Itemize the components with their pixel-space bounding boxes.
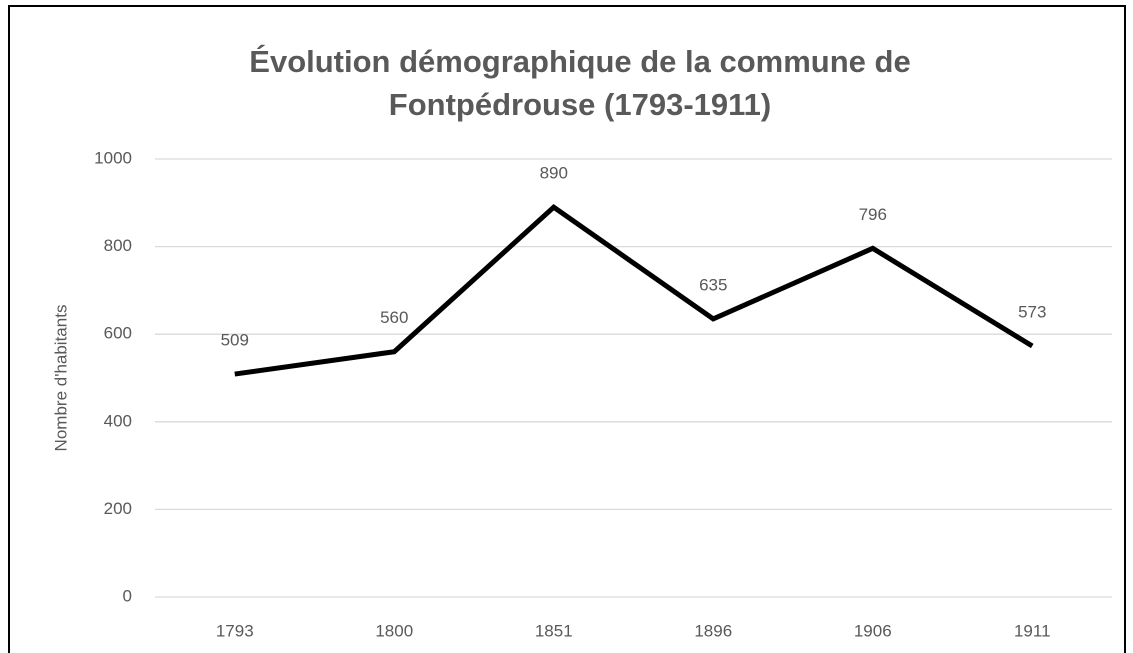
data-label: 890 [540,164,568,183]
y-tick-label: 1000 [94,148,132,167]
x-tick-label: 1851 [535,621,573,640]
data-label: 560 [380,308,408,327]
data-label: 509 [221,331,249,350]
y-axis-label: Nombre d'habitants [51,305,70,452]
x-tick-label: 1896 [694,621,732,640]
data-label: 635 [699,275,727,294]
data-line [234,203,1034,377]
chart-border [8,5,1126,653]
y-tick-label: 800 [104,236,132,255]
chart-title: Évolution démographique de la commune de… [249,44,911,122]
y-tick-label: 0 [123,586,132,605]
y-tick-label: 200 [104,499,132,518]
x-tick-label: 1906 [854,621,892,640]
y-tick-label: 600 [104,324,132,343]
data-label: 796 [859,205,887,224]
x-tick-label: 1793 [216,621,254,640]
data-label: 573 [1018,303,1046,322]
x-tick-label: 1800 [375,621,413,640]
x-tick-label: 1911 [1014,621,1051,640]
y-tick-label: 400 [104,411,132,430]
